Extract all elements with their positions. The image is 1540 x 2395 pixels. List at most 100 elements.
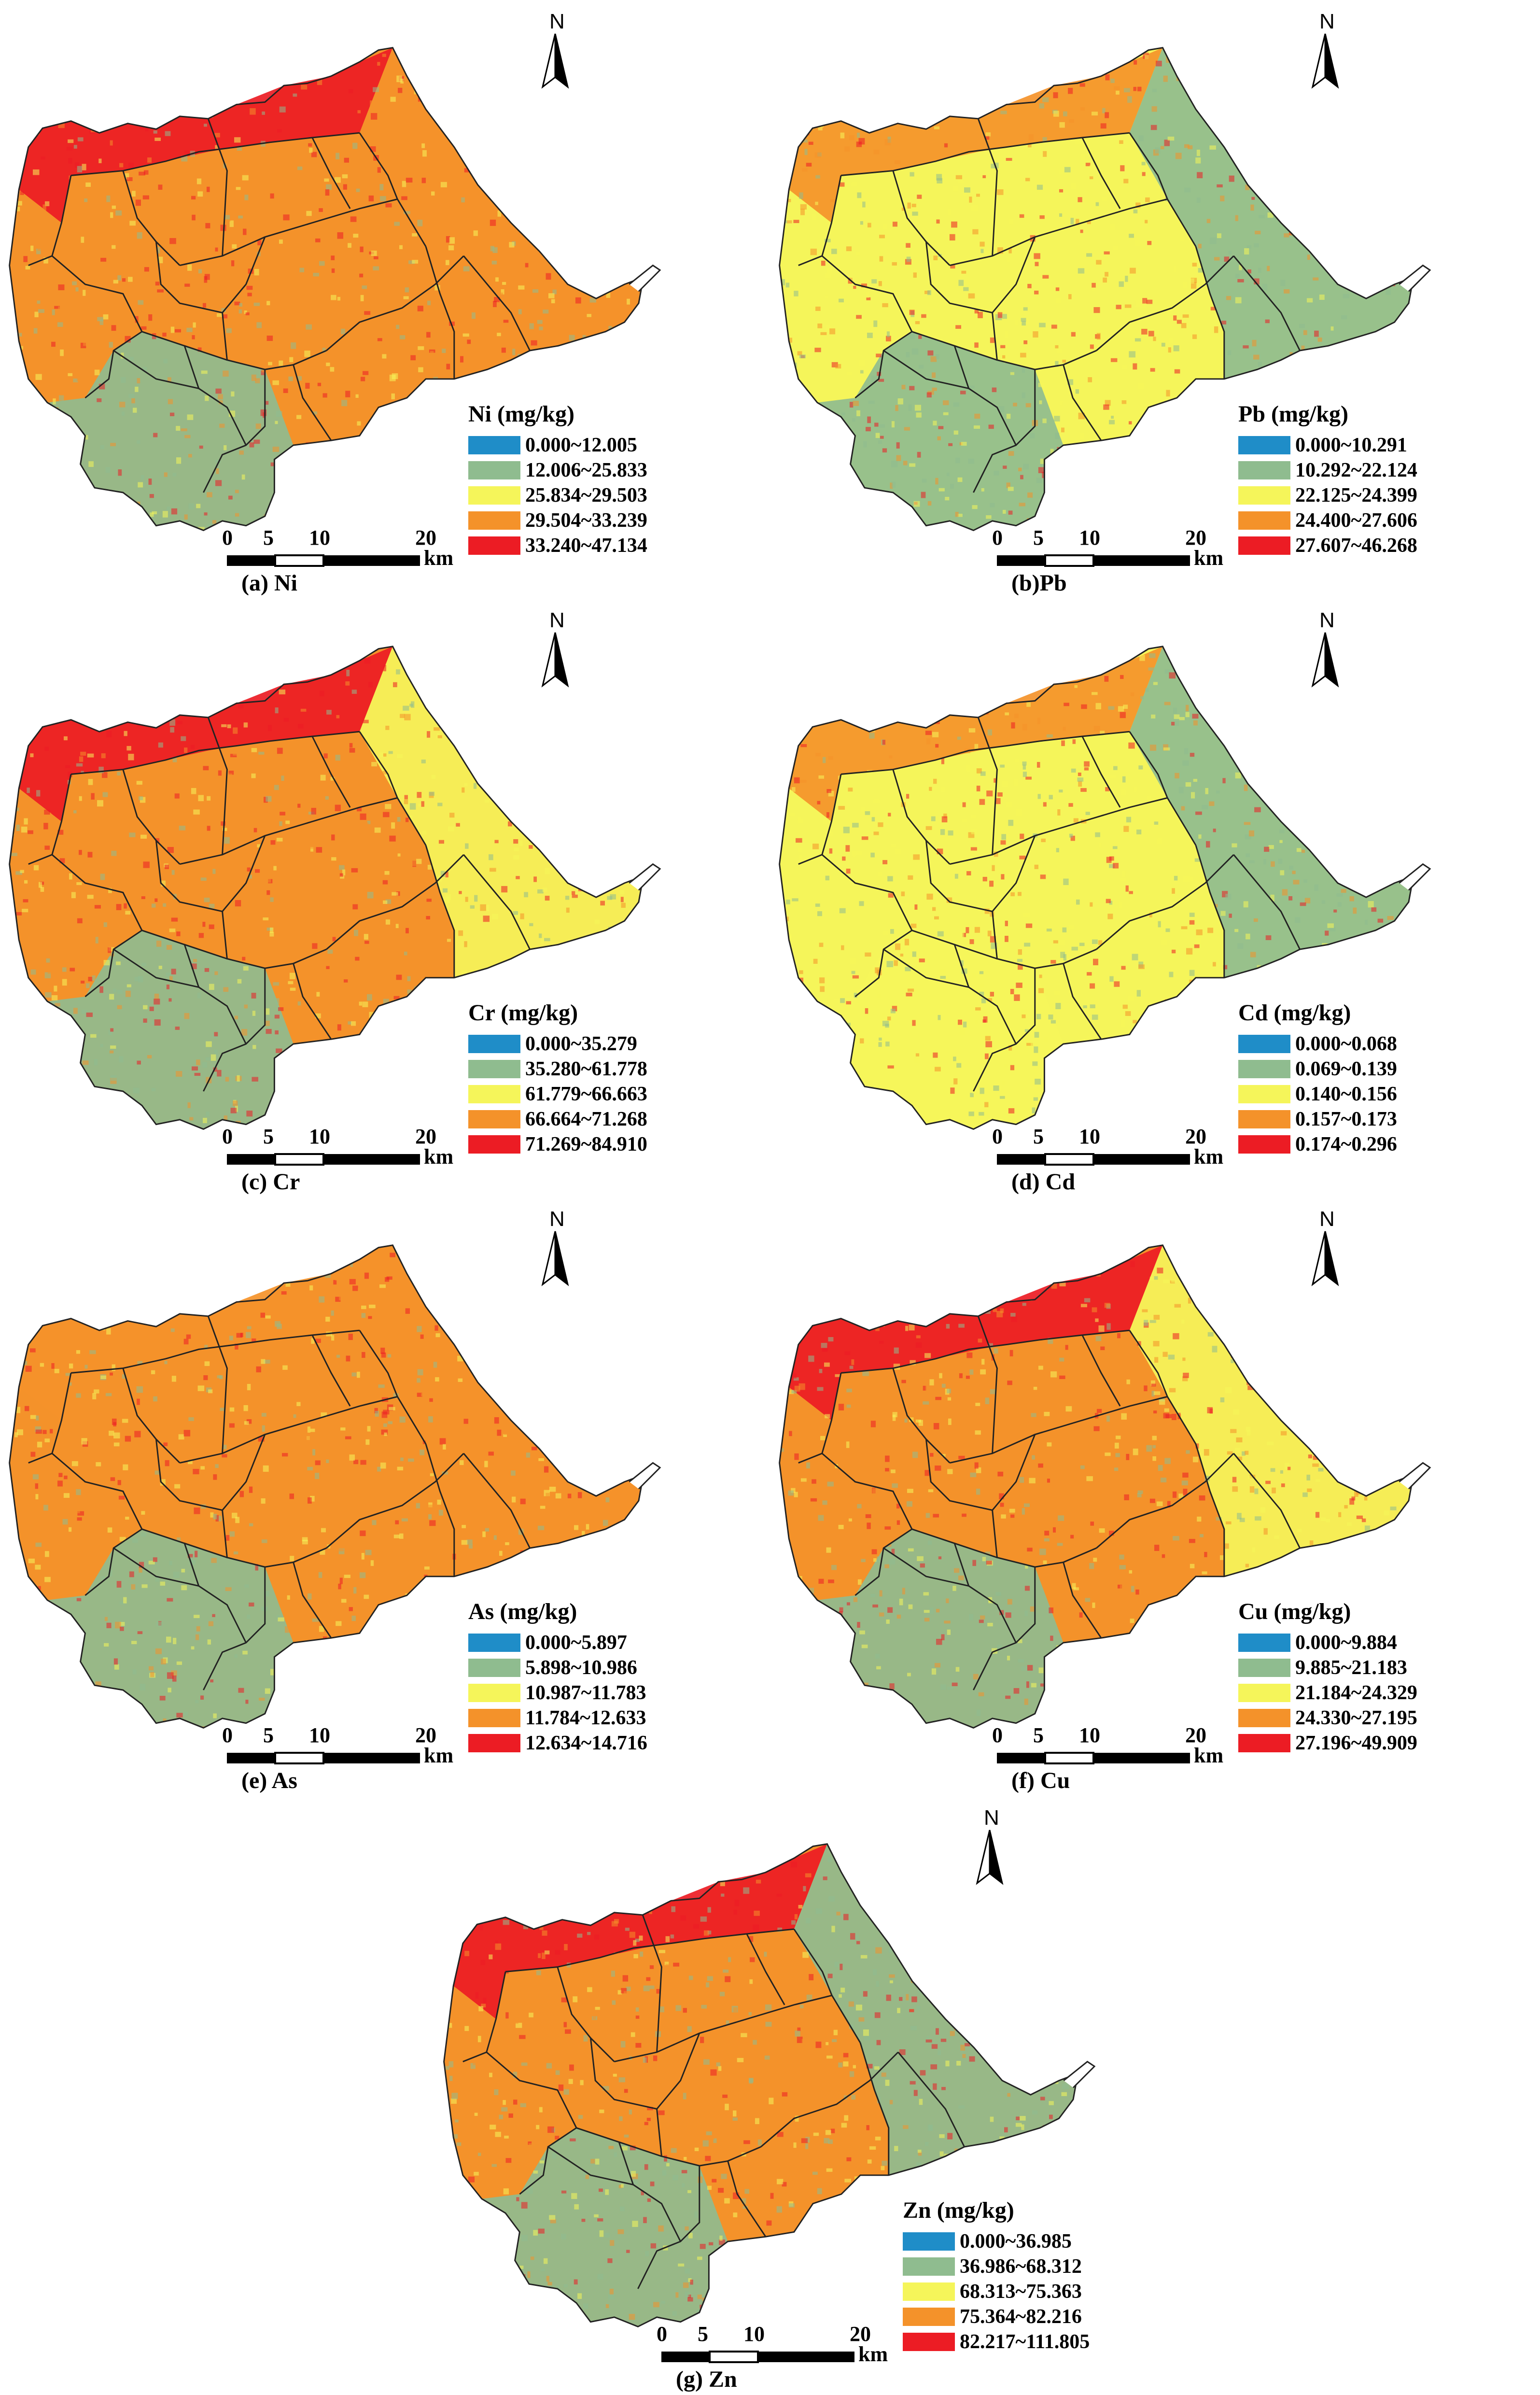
legend-swatch — [903, 2282, 955, 2301]
legend-swatch — [468, 1734, 520, 1752]
legend-item: 27.607~46.268 — [1238, 535, 1417, 557]
scale-tick: 20 — [850, 2322, 871, 2346]
legend-swatch — [903, 2232, 955, 2251]
legend-label: 0.174~0.296 — [1295, 1133, 1397, 1155]
zone-east — [1129, 1245, 1414, 1577]
legend-item: 10.987~11.783 — [468, 1682, 646, 1704]
legend-swatch — [1238, 1734, 1290, 1752]
legend-swatch — [1238, 1659, 1290, 1677]
map-ni — [9, 33, 661, 567]
legend-title: Cd (mg/kg) — [1238, 1000, 1351, 1026]
zone-north — [789, 646, 1163, 822]
legend-item: 66.664~71.268 — [468, 1108, 647, 1130]
scale-tick: 10 — [309, 1125, 330, 1148]
scale-bar — [997, 554, 1190, 567]
legend-item: 10.292~22.124 — [1238, 459, 1417, 481]
legend-swatch — [1238, 1060, 1290, 1078]
scale-tick: 20 — [1185, 1125, 1206, 1148]
legend-label: 11.784~12.633 — [525, 1707, 646, 1729]
legend-swatch — [1238, 1634, 1290, 1652]
legend-label: 22.125~24.399 — [1295, 484, 1417, 507]
north-arrow-icon — [541, 632, 569, 688]
scale-tick: 10 — [309, 1723, 330, 1747]
legend-item: 25.834~29.503 — [468, 484, 647, 507]
legend-label: 0.140~0.156 — [1295, 1083, 1397, 1105]
panel-caption: (a) Ni — [241, 570, 297, 596]
legend-item: 27.196~49.909 — [1238, 1732, 1417, 1754]
legend-label: 0.157~0.173 — [1295, 1108, 1397, 1130]
scale-tick: 5 — [1033, 526, 1044, 549]
scale-unit: km — [424, 1145, 454, 1169]
legend-swatch — [1238, 511, 1290, 530]
north-label: N — [1319, 608, 1335, 632]
legend-label: 29.504~33.239 — [525, 509, 647, 532]
legend-title: Ni (mg/kg) — [468, 401, 574, 427]
zone-east — [794, 1844, 1078, 2175]
legend-title: As (mg/kg) — [468, 1599, 577, 1624]
zone-south — [47, 930, 294, 1129]
legend-label: 68.313~75.363 — [960, 2281, 1082, 2303]
north-arrow-icon — [1311, 33, 1339, 89]
legend-label: 9.885~21.183 — [1295, 1657, 1407, 1679]
legend-swatch — [468, 1709, 520, 1727]
north-arrow-icon — [541, 1231, 569, 1286]
map-panel-as: N 0 5 10 20 km As (mg/kg) 0.000~5.897 5.898~10.9… — [0, 1198, 770, 1796]
north-label: N — [549, 1207, 565, 1231]
north-label: N — [984, 1806, 999, 1830]
scale-bar — [661, 2351, 854, 2363]
legend-title: Pb (mg/kg) — [1238, 401, 1348, 427]
scale-unit: km — [424, 1744, 454, 1767]
scale-unit: km — [1194, 1145, 1224, 1169]
legend-swatch — [1238, 536, 1290, 555]
legend-label: 0.069~0.139 — [1295, 1058, 1397, 1080]
legend-swatch — [1238, 1684, 1290, 1702]
north-arrow-icon — [1311, 632, 1339, 688]
legend-item: 22.125~24.399 — [1238, 484, 1417, 507]
north-label: N — [549, 10, 565, 33]
legend-label: 24.400~27.606 — [1295, 509, 1417, 532]
north-arrow-icon — [1311, 1231, 1339, 1286]
scale-bar — [227, 1752, 420, 1764]
zone-south — [47, 331, 294, 531]
legend-swatch — [1238, 1110, 1290, 1128]
scale-tick: 5 — [698, 2322, 708, 2346]
legend-item: 0.000~35.279 — [468, 1033, 637, 1055]
legend-item: 24.330~27.195 — [1238, 1707, 1417, 1729]
legend-label: 27.607~46.268 — [1295, 535, 1417, 557]
legend-label: 66.664~71.268 — [525, 1108, 647, 1130]
legend-swatch — [468, 1684, 520, 1702]
legend-swatch — [1238, 1135, 1290, 1154]
legend-swatch — [468, 1135, 520, 1154]
legend-item: 68.313~75.363 — [903, 2281, 1082, 2303]
zone-east — [359, 1245, 644, 1577]
legend-label: 71.269~84.910 — [525, 1133, 647, 1155]
legend-title: Cu (mg/kg) — [1238, 1599, 1351, 1624]
legend-item: 0.157~0.173 — [1238, 1108, 1397, 1130]
legend-swatch — [468, 461, 520, 479]
legend-label: 0.000~12.005 — [525, 434, 637, 456]
legend-label: 12.634~14.716 — [525, 1732, 647, 1754]
scale-tick: 10 — [1079, 526, 1100, 549]
legend-swatch — [468, 1060, 520, 1078]
scale-tick: 20 — [415, 1125, 436, 1148]
legend-label: 12.006~25.833 — [525, 459, 647, 481]
scale-tick: 10 — [1079, 1125, 1100, 1148]
scale-tick: 20 — [415, 1723, 436, 1747]
legend-label: 21.184~24.329 — [1295, 1682, 1417, 1704]
scale-bar — [227, 1153, 420, 1166]
legend-item: 0.174~0.296 — [1238, 1133, 1397, 1155]
legend-item: 11.784~12.633 — [468, 1707, 646, 1729]
scale-unit: km — [424, 546, 454, 570]
map-panel-cd: N 0 5 10 20 km Cd (mg/kg) 0.000~0.068 0.069~0.13… — [770, 599, 1540, 1198]
zone-east — [359, 47, 644, 379]
zone-north — [19, 646, 393, 822]
scale-tick: 0 — [992, 1125, 1003, 1148]
legend-label: 33.240~47.134 — [525, 535, 647, 557]
zone-north — [789, 1245, 1163, 1421]
legend-swatch — [468, 486, 520, 505]
legend-label: 0.000~5.897 — [525, 1632, 627, 1654]
legend-item: 61.779~66.663 — [468, 1083, 647, 1105]
scale-bar — [997, 1752, 1190, 1764]
scale-tick: 5 — [263, 1723, 274, 1747]
north-arrow-icon — [541, 33, 569, 89]
